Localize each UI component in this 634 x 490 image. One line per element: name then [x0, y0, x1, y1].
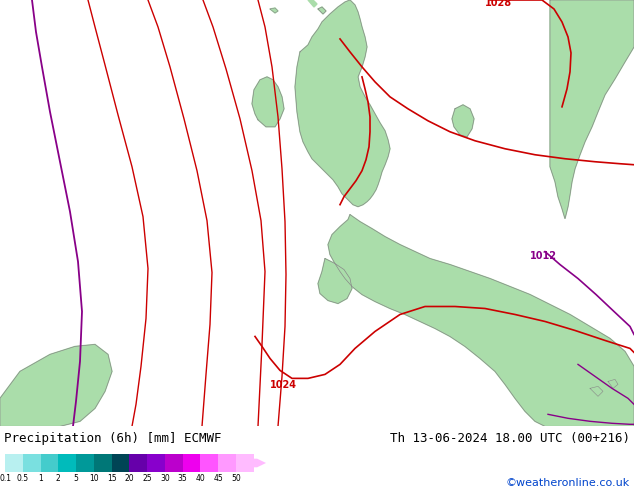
Bar	[129, 454, 147, 472]
Text: 0.1: 0.1	[0, 474, 11, 483]
Text: 45: 45	[213, 474, 223, 483]
Text: 1: 1	[38, 474, 43, 483]
FancyArrow shape	[254, 459, 266, 467]
Polygon shape	[318, 7, 326, 14]
Text: 20: 20	[124, 474, 134, 483]
Text: 1024: 1024	[269, 380, 297, 391]
Text: 1028: 1028	[485, 0, 512, 8]
Bar	[147, 454, 165, 472]
Text: 5: 5	[74, 474, 79, 483]
Polygon shape	[252, 77, 284, 127]
Bar	[5, 454, 23, 472]
Bar	[200, 454, 218, 472]
Polygon shape	[550, 0, 634, 219]
Text: 25: 25	[142, 474, 152, 483]
Bar	[218, 454, 236, 472]
Text: Th 13-06-2024 18.00 UTC (00+216): Th 13-06-2024 18.00 UTC (00+216)	[390, 432, 630, 445]
Text: 35: 35	[178, 474, 188, 483]
Text: ©weatheronline.co.uk: ©weatheronline.co.uk	[506, 478, 630, 488]
Text: 40: 40	[195, 474, 205, 483]
Bar	[236, 454, 254, 472]
Polygon shape	[0, 344, 112, 426]
Polygon shape	[318, 259, 352, 303]
Bar	[41, 454, 58, 472]
Text: Precipitation (6h) [mm] ECMWF: Precipitation (6h) [mm] ECMWF	[4, 432, 221, 445]
Polygon shape	[590, 387, 603, 396]
Text: 50: 50	[231, 474, 241, 483]
Polygon shape	[452, 105, 474, 137]
Text: 15: 15	[107, 474, 117, 483]
Bar	[23, 454, 41, 472]
Polygon shape	[270, 8, 278, 13]
Text: 2: 2	[56, 474, 61, 483]
Text: 10: 10	[89, 474, 99, 483]
Text: 1012: 1012	[530, 250, 557, 261]
Bar	[165, 454, 183, 472]
Bar	[94, 454, 112, 472]
Bar	[183, 454, 200, 472]
Polygon shape	[328, 215, 634, 426]
Polygon shape	[295, 0, 390, 207]
Bar	[58, 454, 76, 472]
Polygon shape	[608, 379, 618, 389]
Bar	[76, 454, 94, 472]
Text: 0.5: 0.5	[16, 474, 29, 483]
Bar	[112, 454, 129, 472]
Polygon shape	[308, 0, 317, 7]
Text: 30: 30	[160, 474, 170, 483]
